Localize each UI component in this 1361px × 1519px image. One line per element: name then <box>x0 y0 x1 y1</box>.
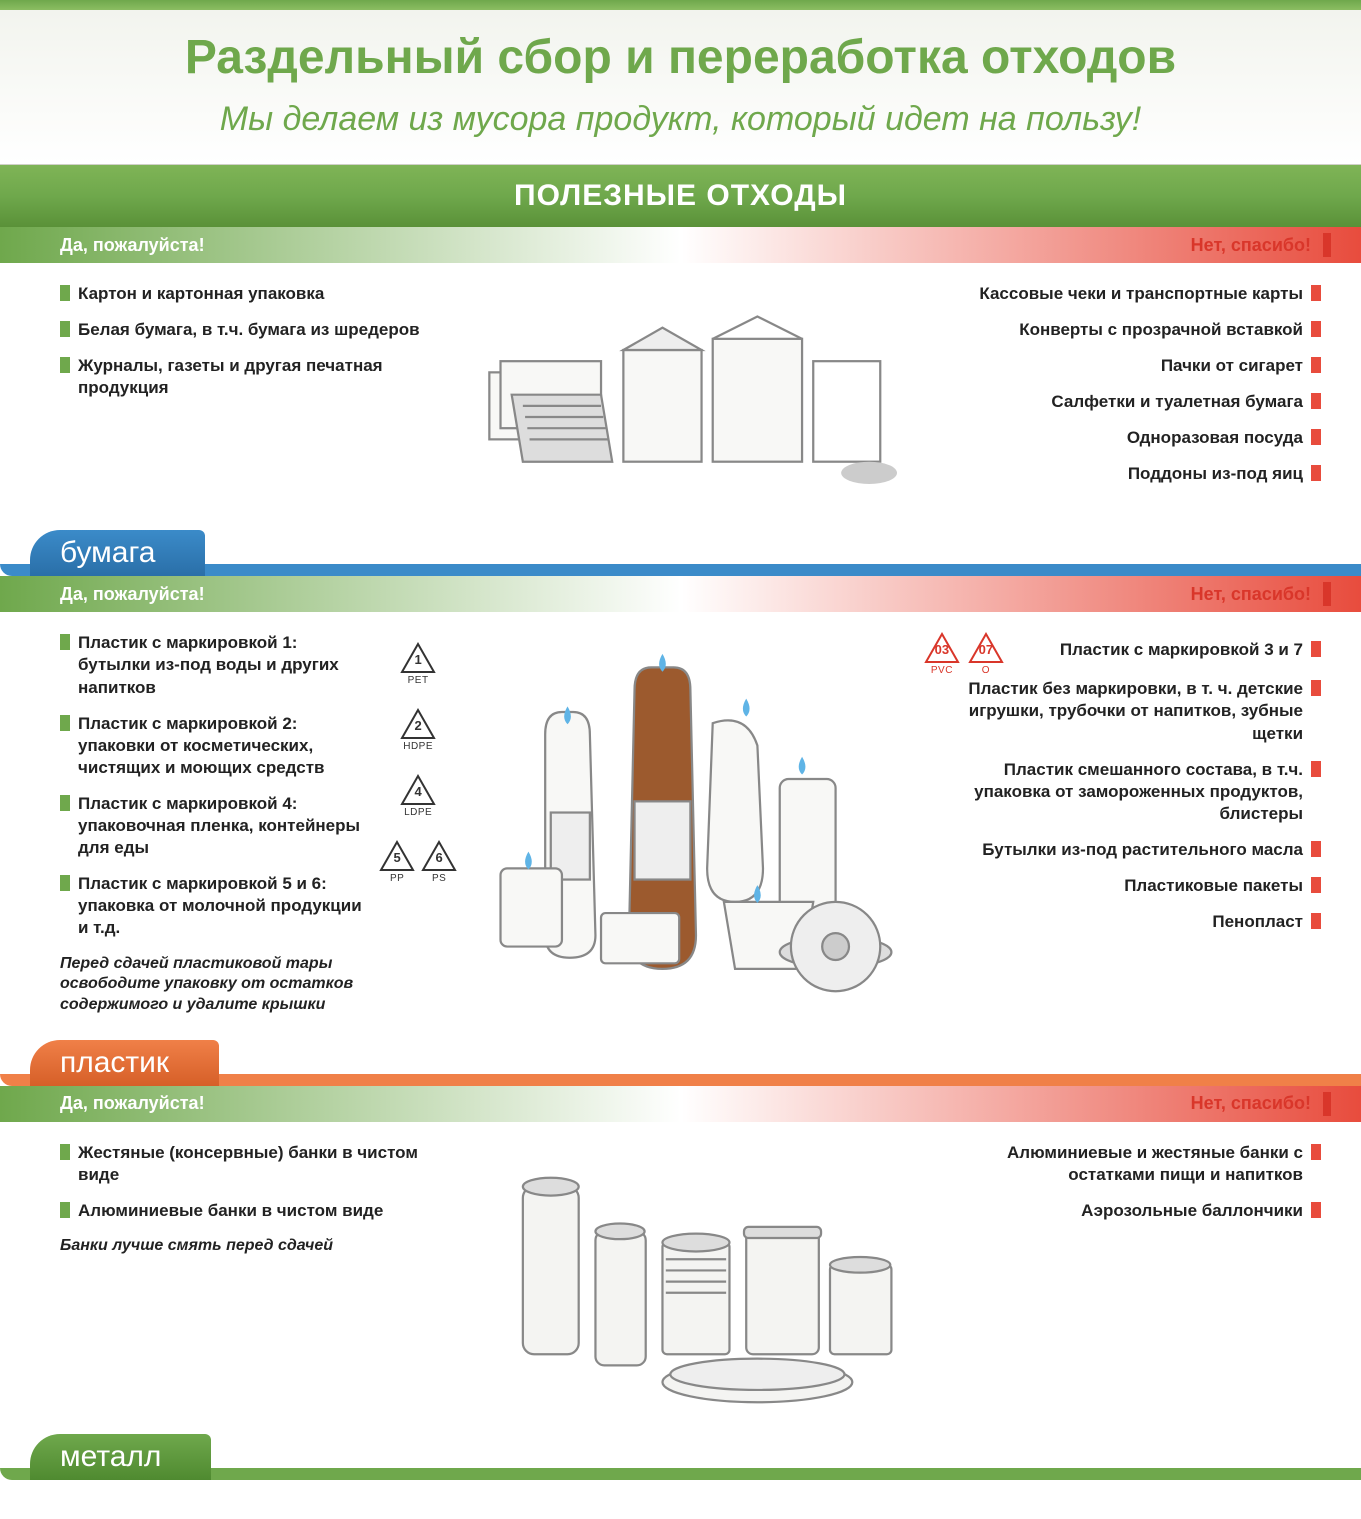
plastic-no-list: 03PVC 07O Пластик с маркировкой 3 и 7 Пл… <box>924 632 1321 1016</box>
recycle-icon: 5PP <box>379 840 415 876</box>
plastic-illustration <box>467 632 914 1016</box>
list-item: Конверты с прозрачной вставкой <box>924 319 1321 341</box>
recycle-icon: 1PET <box>400 642 436 678</box>
section-banner: ПОЛЕЗНЫЕ ОТХОДЫ <box>0 165 1361 227</box>
list-item: Пластик без маркировки, в т. ч. детские … <box>924 678 1321 744</box>
yes-tab: Да, пожалуйста! <box>0 576 681 612</box>
recycle-icon: 6PS <box>421 840 457 876</box>
list-item: Журналы, газеты и другая печатная продук… <box>60 355 457 399</box>
list-item: Пластик смешанного состава, в т.ч. упако… <box>924 759 1321 825</box>
recycle-icon: 03PVC <box>924 632 960 668</box>
list-item: Аэрозольные баллончики <box>924 1200 1321 1222</box>
recycle-badges-yes: 1PET 2HDPE 4LDPE 5PP 6PS <box>379 632 457 1016</box>
list-item: Алюминиевые и жестяные банки с остатками… <box>924 1142 1321 1186</box>
list-item: Бутылки из-под растительного масла <box>924 839 1321 861</box>
plastic-yes-note: Перед сдачей пластиковой тары освободите… <box>60 954 367 1016</box>
list-item: Одноразовая посуда <box>924 427 1321 449</box>
recycle-icon: 2HDPE <box>400 708 436 744</box>
list-item: Жестяные (консервные) банки в чистом вид… <box>60 1142 457 1186</box>
category-plastic: Да, пожалуйста! Нет, спасибо! Пластик с … <box>0 576 1361 1086</box>
no-tab: Нет, спасибо! <box>681 1086 1361 1122</box>
metal-yes-list: Жестяные (консервные) банки в чистом вид… <box>60 1142 457 1410</box>
yes-tab: Да, пожалуйста! <box>0 1086 681 1122</box>
paper-no-list: Кассовые чеки и транспортные карты Конве… <box>924 283 1321 506</box>
metal-illustration <box>467 1142 914 1410</box>
no-tab: Нет, спасибо! <box>681 227 1361 263</box>
metal-no-list: Алюминиевые и жестяные банки с остатками… <box>924 1142 1321 1410</box>
header: Раздельный сбор и переработка отходов Мы… <box>0 10 1361 165</box>
main-title: Раздельный сбор и переработка отходов <box>40 30 1321 85</box>
list-item: Кассовые чеки и транспортные карты <box>924 283 1321 305</box>
recycle-icon: 4LDPE <box>400 774 436 810</box>
list-item: Пачки от сигарет <box>924 355 1321 377</box>
poster-root: Раздельный сбор и переработка отходов Мы… <box>0 0 1361 1480</box>
list-item: Пластик с маркировкой 5 и 6: упаковка от… <box>60 873 367 939</box>
list-item: Пластиковые пакеты <box>924 875 1321 897</box>
category-label-metal: металл <box>30 1434 211 1480</box>
top-accent-bar <box>0 0 1361 10</box>
plastic-yes-list: Пластик с маркировкой 1: бутылки из-под … <box>60 632 457 1016</box>
no-tab: Нет, спасибо! <box>681 576 1361 612</box>
category-metal: Да, пожалуйста! Нет, спасибо! Жестяные (… <box>0 1086 1361 1480</box>
list-item: Картон и картонная упаковка <box>60 283 457 305</box>
subtitle: Мы делаем из мусора продукт, который иде… <box>40 100 1321 139</box>
yes-tab: Да, пожалуйста! <box>0 227 681 263</box>
list-item: Пенопласт <box>924 911 1321 933</box>
list-item: Салфетки и туалетная бумага <box>924 391 1321 413</box>
category-label-paper: бумага <box>30 530 205 576</box>
list-item: Пластик с маркировкой 4: упаковочная пле… <box>60 793 367 859</box>
paper-illustration <box>467 283 914 506</box>
metal-yes-note: Банки лучше смять перед сдачей <box>60 1236 457 1257</box>
list-item: Пластик с маркировкой 1: бутылки из-под … <box>60 632 367 698</box>
category-paper: Да, пожалуйста! Нет, спасибо! Картон и к… <box>0 227 1361 576</box>
recycle-badges-no: 03PVC 07O Пластик с маркировкой 3 и 7 <box>924 632 1321 668</box>
list-item: Поддоны из-под яиц <box>924 463 1321 485</box>
list-item: Белая бумага, в т.ч. бумага из шредеров <box>60 319 457 341</box>
list-item: Алюминиевые банки в чистом виде <box>60 1200 457 1222</box>
list-item: Пластик с маркировкой 2: упаковки от кос… <box>60 713 367 779</box>
category-label-plastic: пластик <box>30 1040 219 1086</box>
recycle-icon: 07O <box>968 632 1004 668</box>
paper-yes-list: Картон и картонная упаковка Белая бумага… <box>60 283 457 506</box>
list-item: Пластик с маркировкой 3 и 7 <box>1012 639 1321 661</box>
